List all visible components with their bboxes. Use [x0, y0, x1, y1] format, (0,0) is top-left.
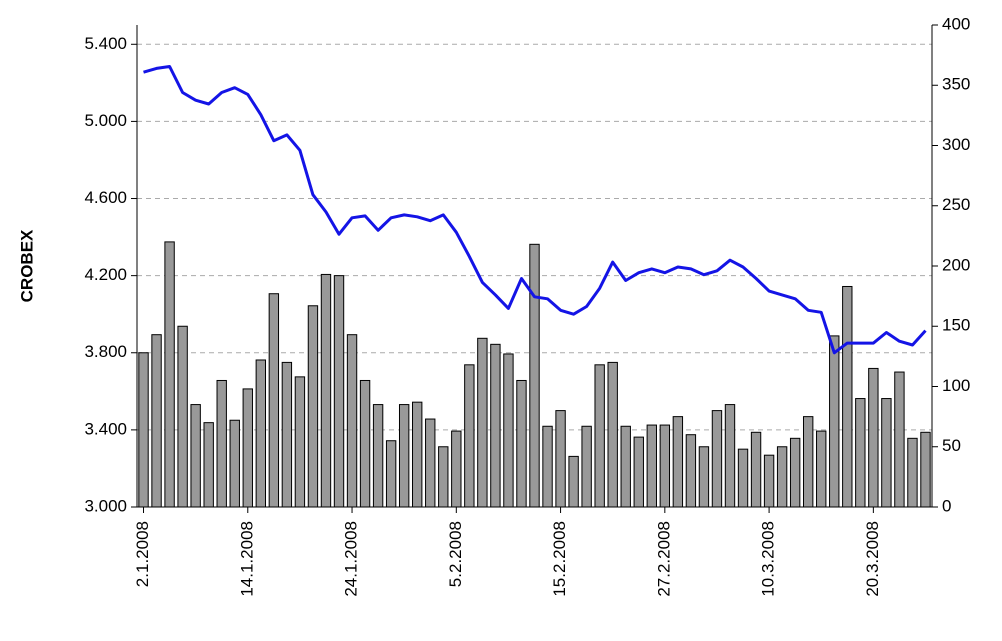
x-tick-label: 14.1.2008: [237, 521, 256, 597]
bar: [203, 422, 214, 508]
y-axis-title: CROBEX: [17, 229, 36, 302]
x-tick-label: 5.2.2008: [446, 521, 465, 587]
bar: [829, 335, 840, 508]
bar: [737, 448, 749, 508]
y-tick-label: 4.600: [84, 188, 127, 207]
bar: [868, 367, 879, 508]
bar: [151, 334, 162, 508]
x-tick-label: 15.2.2008: [550, 521, 569, 597]
bar: [789, 437, 801, 508]
y2-tick-label: 200: [942, 255, 970, 274]
bar: [464, 364, 475, 508]
x-tick-label: 24.1.2008: [342, 521, 361, 597]
bar: [855, 398, 866, 508]
y-tick-label: 3.800: [84, 342, 127, 361]
bar: [190, 404, 201, 508]
y-tick-label: 3.400: [84, 419, 127, 438]
bar: [842, 285, 853, 508]
bar: [359, 379, 371, 508]
bar: [216, 379, 227, 508]
bar: [490, 343, 501, 508]
bar: [281, 361, 293, 508]
bar: [594, 364, 605, 508]
bar: [907, 437, 918, 508]
y-tick-label: 4.200: [84, 265, 127, 284]
bar: [816, 430, 827, 508]
bar: [802, 416, 814, 508]
y2-tick-label: 150: [942, 316, 970, 335]
bar: [881, 398, 892, 508]
bar: [503, 353, 514, 508]
bar: [138, 352, 149, 508]
bar: [307, 305, 319, 508]
bar: [177, 325, 188, 508]
y2-tick-label: 400: [942, 14, 970, 33]
x-tick-label: 27.2.2008: [654, 521, 673, 597]
bar: [607, 361, 618, 508]
x-tick-label: 20.3.2008: [863, 521, 882, 597]
bar: [659, 424, 671, 508]
bar: [333, 275, 345, 508]
bar: [425, 418, 436, 508]
bar: [698, 446, 710, 508]
bar: [412, 401, 423, 508]
bar: [398, 404, 410, 508]
bar: [776, 446, 788, 508]
y-tick-label: 3.000: [84, 496, 127, 515]
bar: [711, 410, 723, 508]
bar: [242, 388, 253, 508]
bar: [633, 436, 644, 508]
bar: [724, 404, 736, 508]
bar: [894, 371, 905, 508]
bar: [568, 455, 579, 508]
bar: [529, 243, 540, 508]
bar: [763, 454, 775, 508]
bar: [620, 425, 631, 508]
bar: [229, 419, 240, 508]
bar: [372, 404, 384, 508]
bar: [255, 359, 267, 508]
bar: [516, 379, 527, 508]
x-tick-label: 10.3.2008: [759, 521, 778, 597]
bar: [294, 376, 306, 508]
bar: [750, 431, 762, 508]
y2-tick-label: 0: [942, 496, 951, 515]
bar: [646, 424, 657, 508]
bar: [581, 425, 592, 508]
y2-tick-label: 100: [942, 376, 970, 395]
y-tick-label: 5.000: [84, 111, 127, 130]
y-tick-label: 5.400: [84, 34, 127, 53]
y2-tick-label: 350: [942, 75, 970, 94]
bar: [438, 446, 449, 508]
x-tick-label: 2.1.2008: [133, 521, 152, 587]
bar: [451, 430, 462, 508]
y2-tick-label: 300: [942, 135, 970, 154]
bar: [542, 425, 553, 508]
bar: [346, 334, 358, 508]
bar: [685, 434, 697, 508]
y2-tick-label: 250: [942, 195, 970, 214]
bar: [555, 410, 566, 508]
bar: [672, 416, 684, 508]
bar: [385, 440, 397, 508]
bar: [164, 241, 175, 508]
bar: [920, 431, 931, 508]
bar: [268, 293, 280, 508]
bar: [477, 337, 488, 508]
y2-tick-label: 50: [942, 436, 961, 455]
line: [143, 65, 927, 355]
bar: [320, 273, 332, 508]
